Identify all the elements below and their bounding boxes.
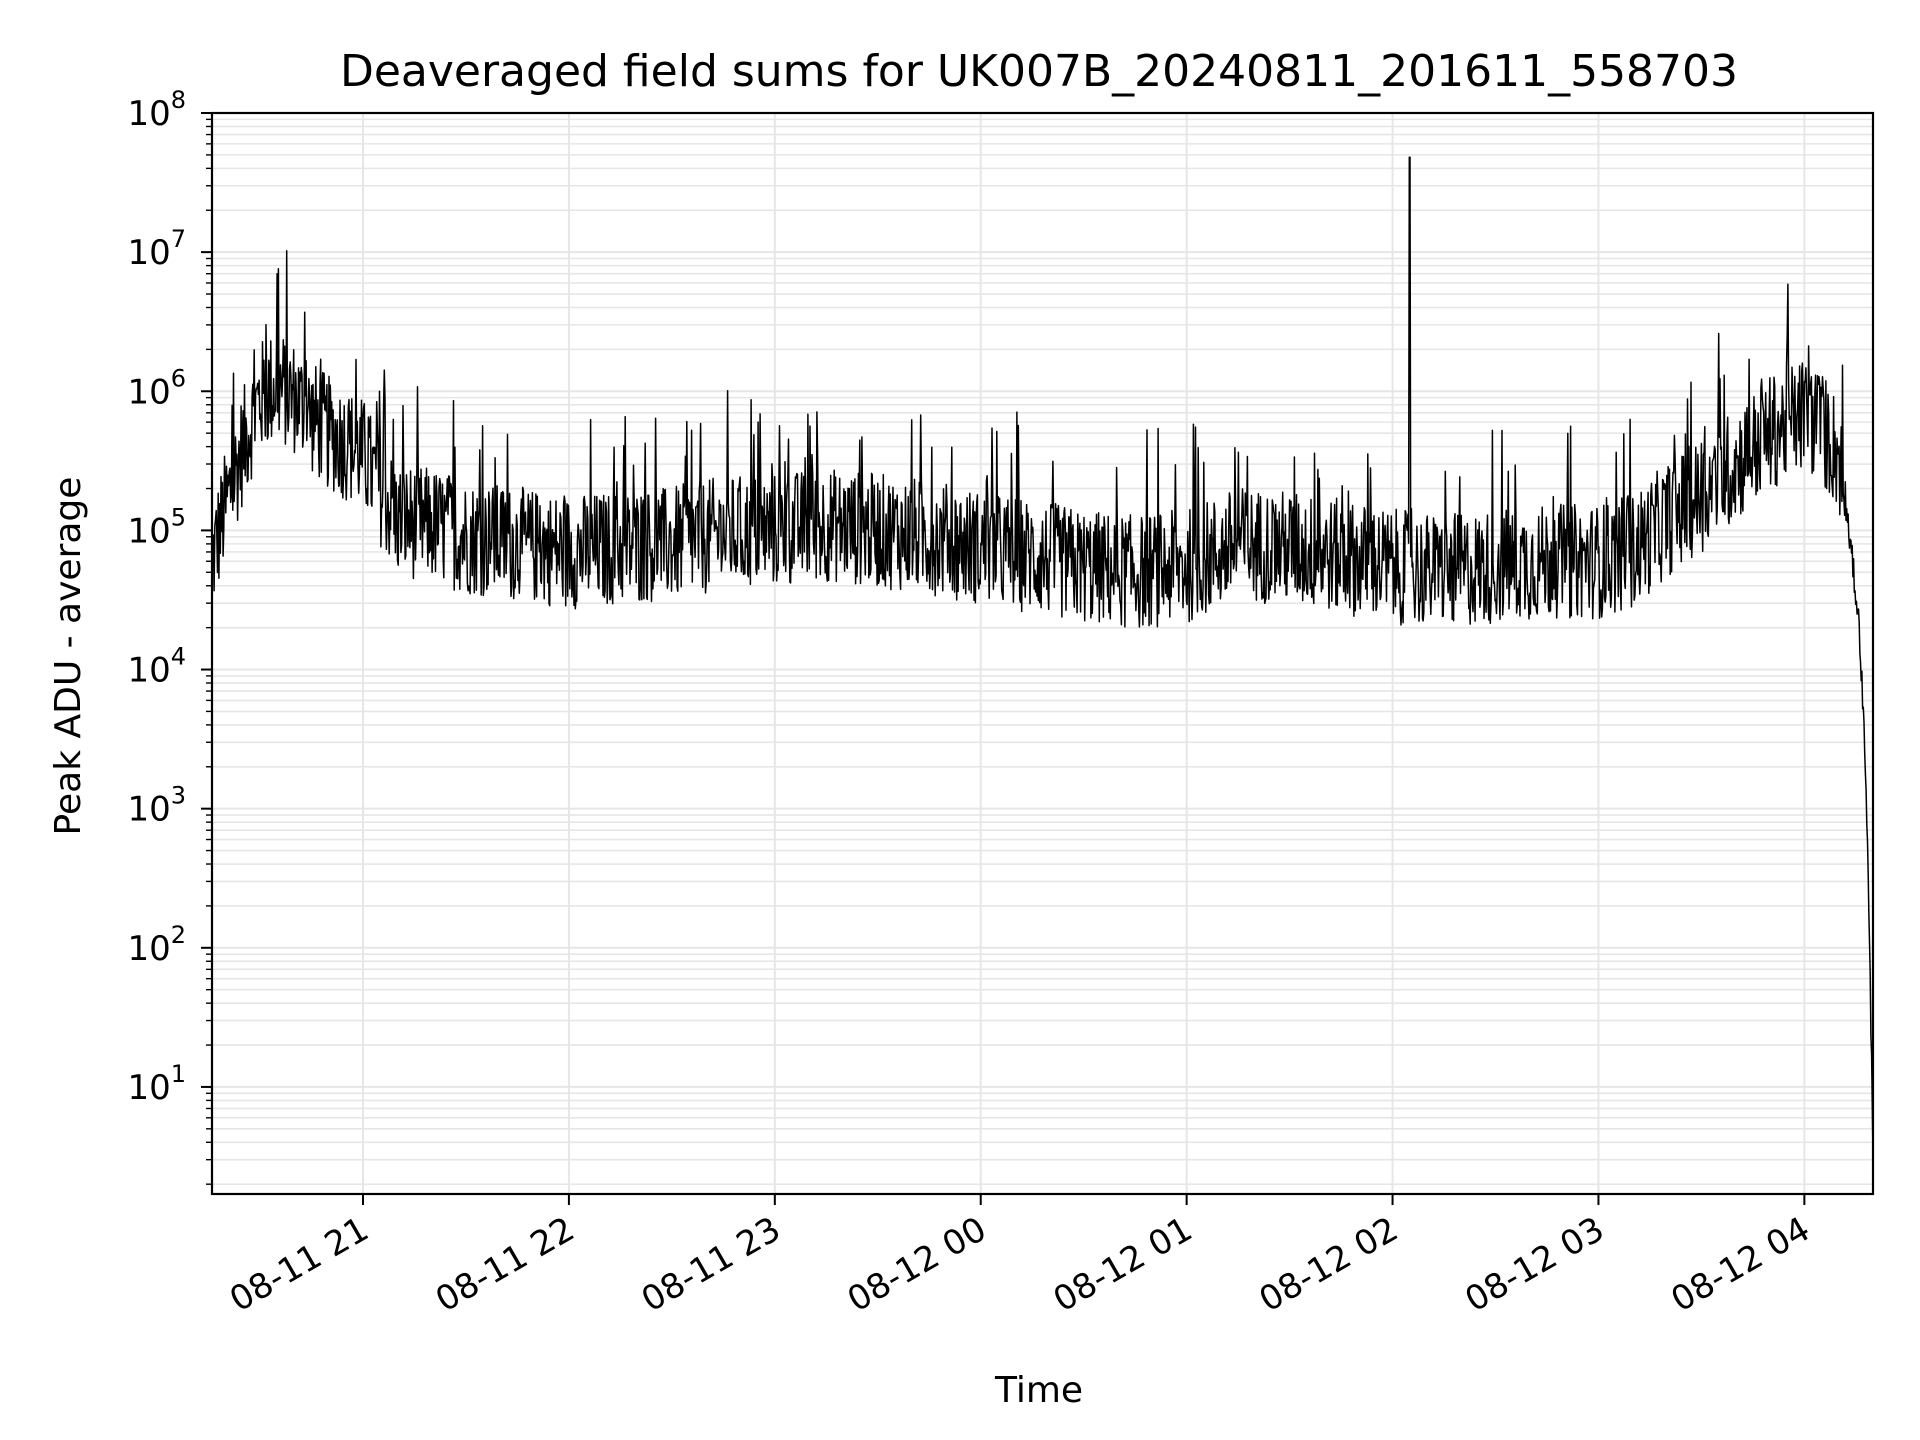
y-tick-label: 106 xyxy=(127,364,186,412)
y-axis: 101 102 103 104 105 106 107 108 xyxy=(127,86,212,1185)
series-line xyxy=(211,156,1874,1157)
series-layer xyxy=(211,156,1874,1157)
y-tick-label: 103 xyxy=(127,782,186,830)
y-tick-label: 104 xyxy=(127,643,186,691)
y-tick-label: 108 xyxy=(127,86,186,134)
x-axis-title: Time xyxy=(994,1370,1083,1411)
y-tick-label: 105 xyxy=(127,503,186,551)
y-tick-label: 101 xyxy=(127,1060,186,1108)
grid-minor xyxy=(212,118,1873,1185)
y-tick-label: 107 xyxy=(127,225,186,273)
plot-frame xyxy=(210,111,1875,1196)
y-axis-title: Peak ADU - average xyxy=(48,477,89,836)
y-tick-label: 102 xyxy=(127,921,186,969)
chart-title: Deaveraged field sums for UK007B_2024081… xyxy=(340,46,1738,97)
